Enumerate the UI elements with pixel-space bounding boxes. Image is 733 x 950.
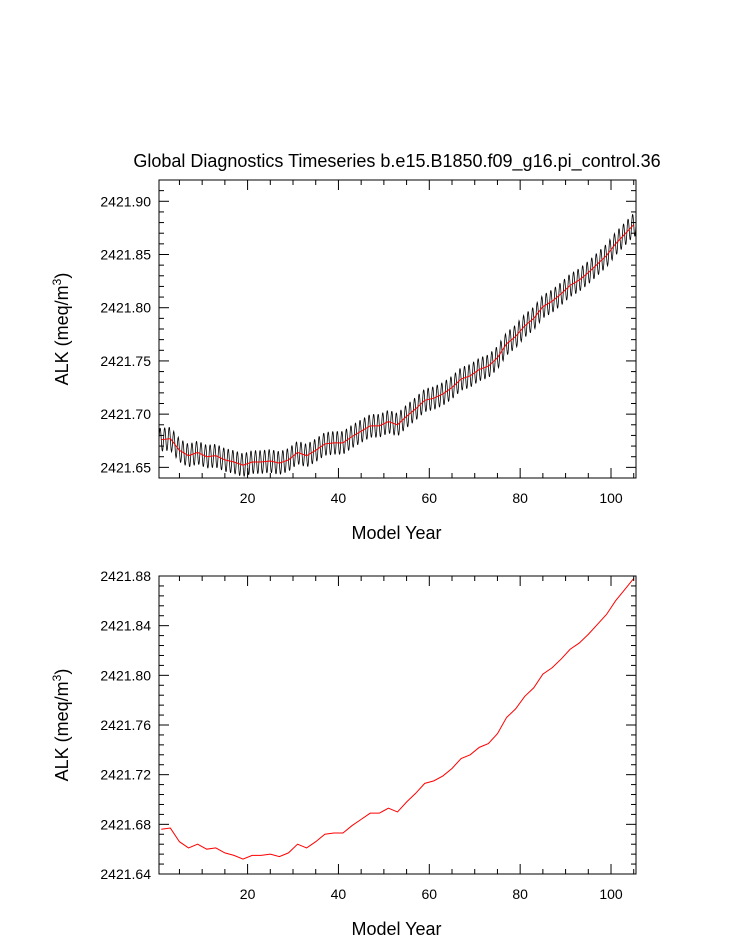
y-tick-label: 2421.64 [100,866,151,882]
y-tick-label: 2421.72 [100,767,151,783]
x-tick-label: 20 [240,886,256,902]
x-axis-title: Model Year [351,523,441,543]
plot-frame [158,179,637,479]
x-axis-title: Model Year [351,919,441,939]
y-tick-label: 2421.75 [100,353,151,369]
y-tick-label: 2421.80 [100,300,151,316]
series-annual-mean-line [161,224,635,466]
y-tick-label: 2421.68 [100,816,151,832]
y-axis-title: ALK (meq/m3) [50,273,72,386]
y-tick-label: 2421.85 [100,247,151,263]
y-tick-label: 2421.76 [100,717,151,733]
x-tick-label: 80 [512,886,528,902]
x-tick-label: 60 [422,490,438,506]
y-tick-label: 2421.88 [100,568,151,584]
y-tick-label: 2421.65 [100,459,151,475]
y-tick-label: 2421.70 [100,406,151,422]
x-tick-label: 40 [331,490,347,506]
series-monthly-line [158,214,637,477]
y-tick-label: 2421.80 [100,667,151,683]
y-tick-label: 2421.90 [100,193,151,209]
plot-frame [158,575,637,875]
x-tick-label: 60 [422,886,438,902]
top-panel: 20 40 60 80 100 2421.65 2421.70 2421.75 2421.80 2… [50,179,637,543]
y-tick-label: 2421.84 [100,618,151,634]
y-axis-title: ALK (meq/m3) [50,669,72,782]
x-tick-label: 40 [331,886,347,902]
x-tick-label: 100 [599,490,623,506]
x-tick-label: 100 [599,886,623,902]
chart-title: Global Diagnostics Timeseries b.e15.B185… [133,151,660,172]
bottom-panel: 20 40 60 80 100 2421.64 2421.68 2421.72 2421.76 2… [50,568,637,939]
series-annual-mean-line [161,578,635,860]
x-tick-label: 20 [240,490,256,506]
x-tick-label: 80 [512,490,528,506]
